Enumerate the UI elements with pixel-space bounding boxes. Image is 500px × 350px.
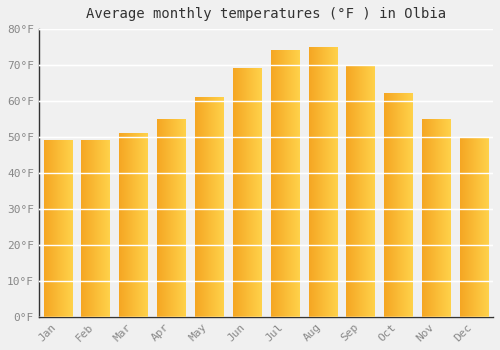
Title: Average monthly temperatures (°F ) in Olbia: Average monthly temperatures (°F ) in Ol… <box>86 7 446 21</box>
